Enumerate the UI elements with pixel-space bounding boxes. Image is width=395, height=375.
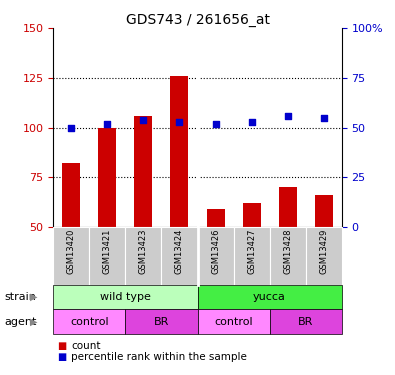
Text: count: count xyxy=(71,341,101,351)
Text: GSM13429: GSM13429 xyxy=(319,229,328,274)
Text: GSM13424: GSM13424 xyxy=(175,229,184,274)
Point xyxy=(68,124,75,130)
Point xyxy=(176,118,182,124)
Bar xyxy=(315,195,333,227)
Text: ■: ■ xyxy=(57,352,66,362)
Text: GDS743 / 261656_at: GDS743 / 261656_at xyxy=(126,13,269,27)
Text: control: control xyxy=(214,316,253,327)
Text: strain: strain xyxy=(4,292,36,302)
Text: GSM13428: GSM13428 xyxy=(283,229,292,274)
Bar xyxy=(278,187,297,227)
Text: agent: agent xyxy=(4,316,36,327)
Point xyxy=(140,117,147,123)
Text: GSM13423: GSM13423 xyxy=(139,229,148,274)
Point xyxy=(104,120,111,126)
Text: BR: BR xyxy=(154,316,169,327)
Bar xyxy=(98,128,117,227)
Point xyxy=(320,115,327,121)
Bar xyxy=(243,203,261,227)
Point xyxy=(284,112,291,118)
Bar xyxy=(171,76,188,227)
Text: wild type: wild type xyxy=(100,292,151,302)
Text: GSM13420: GSM13420 xyxy=(67,229,76,274)
Bar xyxy=(207,209,224,227)
Text: ▶: ▶ xyxy=(30,316,37,327)
Text: GSM13426: GSM13426 xyxy=(211,229,220,274)
Text: ▶: ▶ xyxy=(30,292,37,302)
Point xyxy=(213,120,219,126)
Text: control: control xyxy=(70,316,109,327)
Text: percentile rank within the sample: percentile rank within the sample xyxy=(71,352,247,362)
Point xyxy=(248,118,255,124)
Text: yucca: yucca xyxy=(253,292,286,302)
Bar xyxy=(134,116,152,227)
Text: GSM13421: GSM13421 xyxy=(103,229,112,274)
Text: BR: BR xyxy=(298,316,313,327)
Bar xyxy=(62,163,80,227)
Text: GSM13427: GSM13427 xyxy=(247,229,256,274)
Text: ■: ■ xyxy=(57,341,66,351)
